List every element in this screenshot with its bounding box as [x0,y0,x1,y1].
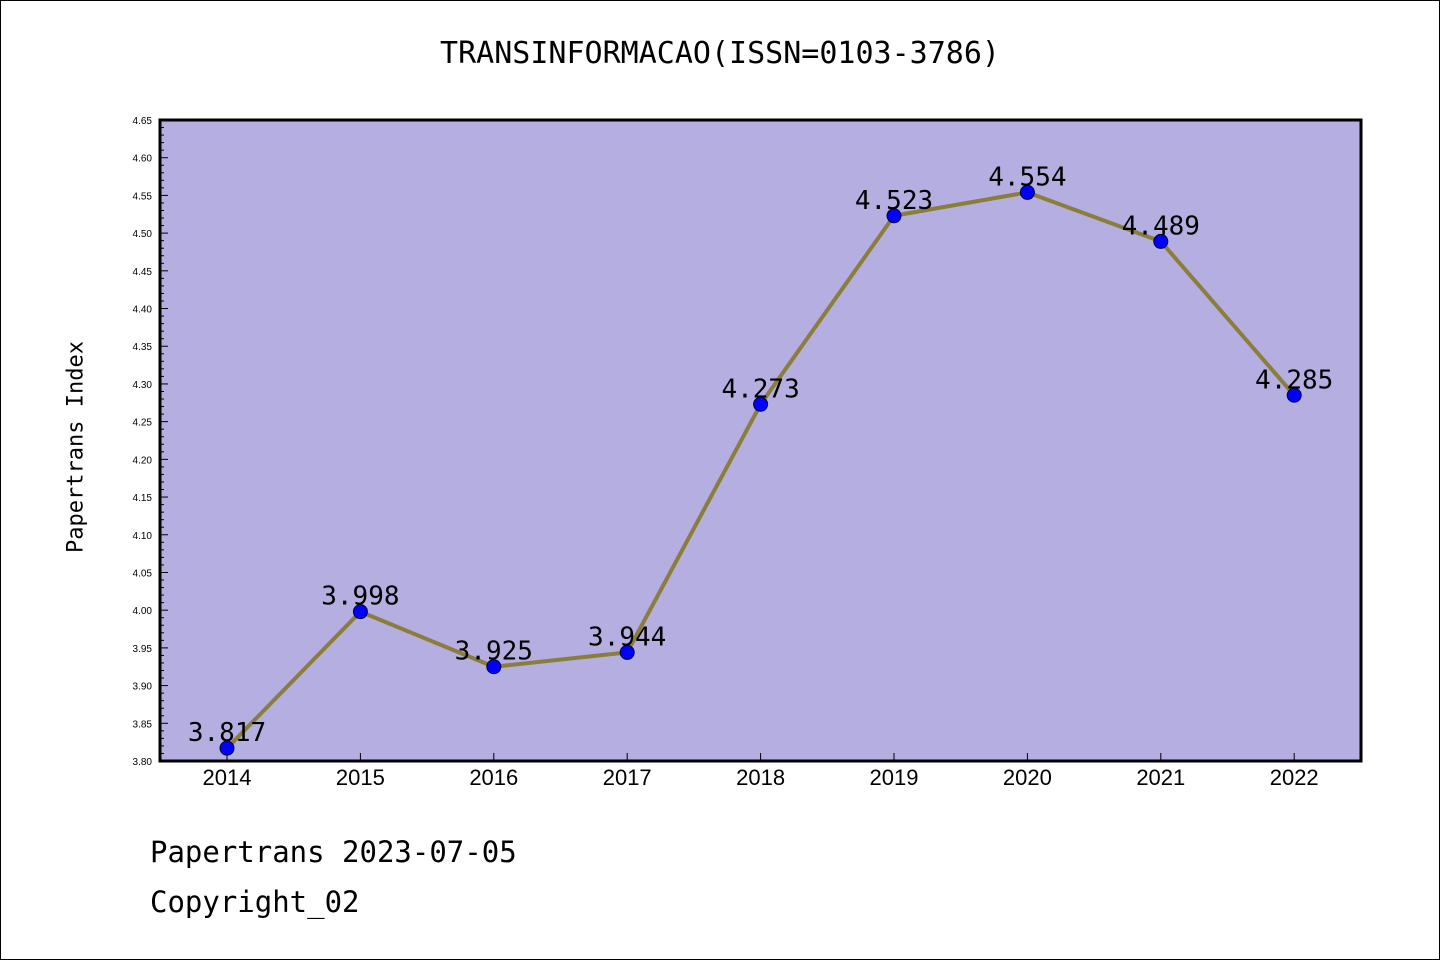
y-tick-label: 4.30 [133,380,153,391]
data-label: 3.998 [321,582,399,612]
data-label: 4.285 [1255,365,1333,395]
y-tick-label: 4.60 [133,154,153,165]
x-tick-label: 2022 [1270,765,1319,790]
data-label: 4.489 [1122,211,1200,241]
data-point [619,644,635,660]
x-tick-label: 2016 [469,765,518,790]
footer-date: Papertrans 2023-07-05 [150,835,517,869]
data-point [219,740,235,756]
y-tick-label: 4.40 [133,305,153,316]
y-tick-label: 4.10 [133,531,153,542]
y-tick-label: 4.15 [133,493,153,504]
plot-border [158,118,1363,763]
x-tick-label: 2021 [1136,765,1185,790]
y-tick-label: 4.20 [133,455,153,466]
footer-copyright: Copyright_02 [150,885,360,919]
y-tick-label: 4.55 [133,191,153,202]
x-tick-label: 2014 [203,765,252,790]
data-label: 4.523 [855,186,933,216]
chart-title: TRANSINFORMACAO(ISSN=0103-3786) [440,36,1000,71]
data-markers [219,184,1302,756]
y-tick-label: 3.80 [133,757,153,768]
y-tick-label: 4.00 [133,606,153,617]
y-tick-label: 4.05 [133,568,153,579]
y-tick-label: 4.45 [133,267,153,278]
x-tick-label: 2020 [1003,765,1052,790]
x-axis: 2014 2015 2016 2017 2018 2019 2020 2021 2022 [203,753,1319,790]
y-tick-label: 4.50 [133,229,153,240]
data-point [486,659,502,675]
plot-area [160,120,1361,761]
data-label: 3.817 [188,718,266,748]
y-tick-label: 4.65 [133,116,153,127]
x-tick-label: 2018 [736,765,785,790]
x-tick-label: 2019 [870,765,919,790]
data-label: 4.554 [988,162,1066,192]
data-label: 3.925 [455,637,533,667]
x-tick-label: 2017 [603,765,652,790]
x-tick-label: 2015 [336,765,385,790]
data-point [753,396,769,412]
y-tick-label: 3.90 [133,682,153,693]
data-labels: 3.817 3.998 3.925 3.944 4.273 4.523 4.554 4.489… [188,162,1333,748]
data-point [886,208,902,224]
data-point [1153,233,1169,249]
y-tick-label: 3.85 [133,719,153,730]
y-tick-label: 4.25 [133,418,153,429]
y-tick-label: 4.35 [133,342,153,353]
data-point [1286,387,1302,403]
data-label: 3.944 [588,622,666,652]
data-point [1019,184,1035,200]
data-label: 4.273 [721,374,799,404]
y-tick-label: 3.95 [133,644,153,655]
data-point [352,604,368,620]
